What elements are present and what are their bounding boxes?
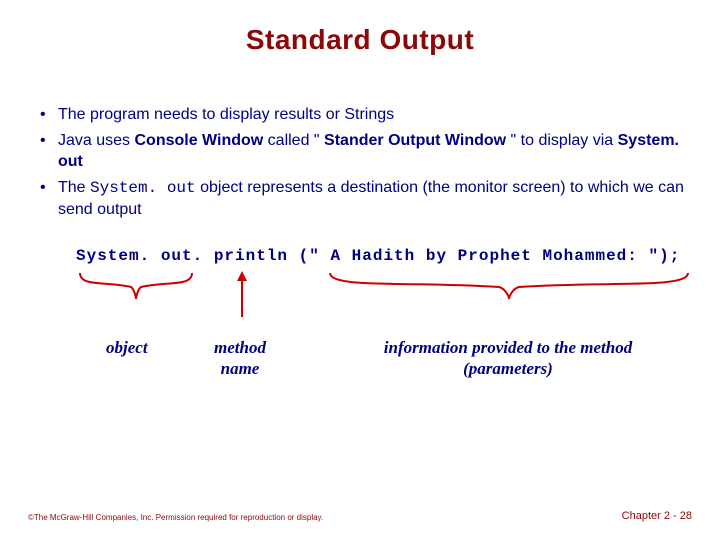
bullet-1-text: The program needs to display results or … [58,106,394,123]
labels-row: object method name information provided … [28,327,692,387]
braces-row [28,269,692,321]
label-method: method name [214,337,266,380]
brace-object [76,269,196,309]
bullet-2-a: Java uses [58,132,134,149]
label-params: information provided to the method (para… [358,337,658,380]
bullet-2-bold2: Stander Output Window [324,132,506,149]
label-object-text: object [106,338,148,357]
bullet-3: The System. out object represents a dest… [40,177,692,221]
bullet-2-bold1: Console Window [134,132,263,149]
bullet-1: The program needs to display results or … [40,104,692,126]
label-params-l2: (parameters) [463,359,553,378]
slide: Standard Output The program needs to dis… [0,0,720,540]
label-method-l1: method [214,338,266,357]
label-object: object [106,337,148,358]
footer-copyright: ©The McGraw-Hill Companies, Inc. Permiss… [28,513,323,522]
brace-params [324,269,694,309]
label-params-l1: information provided to the method [384,338,632,357]
code-line: System. out. println (" A Hadith by Prop… [76,247,692,265]
bullet-2: Java uses Console Window called " Stande… [40,130,692,173]
bullet-list: The program needs to display results or … [40,104,692,221]
footer-page-number: Chapter 2 - 28 [622,510,692,522]
bullet-3-a: The [58,179,90,196]
bullet-3-mono: System. out [90,179,196,197]
label-method-l2: name [221,359,260,378]
arrow-method [234,269,250,321]
page-title: Standard Output [28,24,692,56]
bullet-2-c: " to display via [506,132,618,149]
bullet-2-b: called " [263,132,324,149]
